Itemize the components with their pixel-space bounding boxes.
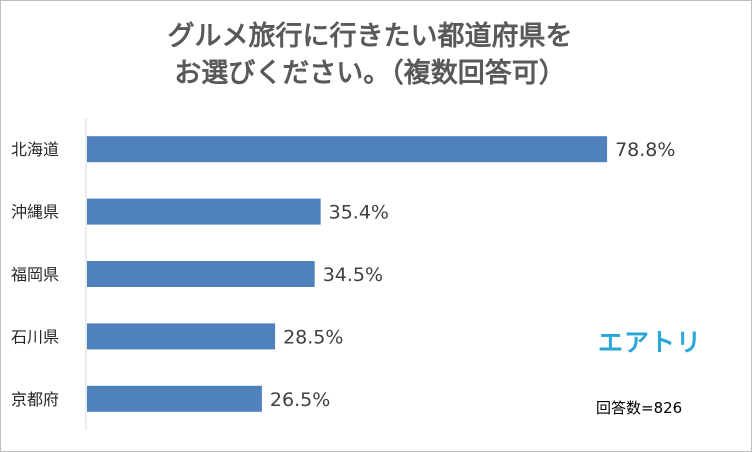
data-label: 28.5%	[283, 326, 343, 348]
bar	[87, 261, 315, 287]
sample-size-note: 回答数=826	[596, 399, 683, 417]
chart-title: グルメ旅行に行きたい都道府県を お選びください。（複数回答可）	[110, 18, 630, 92]
category-label: 福岡県	[11, 265, 59, 284]
category-label: 沖縄県	[11, 203, 59, 222]
category-label: 京都府	[11, 390, 59, 409]
data-label: 35.4%	[329, 202, 389, 224]
chart-title-line-2: お選びください。（複数回答可）	[174, 58, 566, 89]
bar	[87, 385, 262, 412]
bar	[87, 136, 608, 163]
brand-logo: エアトリ	[598, 328, 703, 357]
data-label: 26.5%	[270, 389, 330, 411]
category-label: 北海道	[11, 140, 59, 159]
data-label: 34.5%	[323, 264, 383, 286]
bar	[87, 323, 276, 350]
bar	[87, 198, 321, 225]
category-label: 石川県	[11, 327, 59, 346]
chart-title-line-1: グルメ旅行に行きたい都道府県を	[167, 21, 573, 52]
data-label: 78.8%	[615, 139, 675, 161]
